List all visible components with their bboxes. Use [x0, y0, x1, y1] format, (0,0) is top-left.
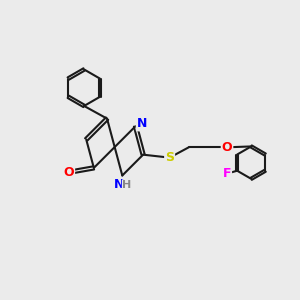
- Text: O: O: [64, 166, 74, 179]
- Text: S: S: [165, 151, 174, 164]
- Text: N: N: [114, 178, 124, 191]
- Text: N: N: [137, 117, 147, 130]
- Text: O: O: [222, 141, 232, 154]
- Text: H: H: [122, 180, 132, 190]
- Text: F: F: [223, 167, 231, 180]
